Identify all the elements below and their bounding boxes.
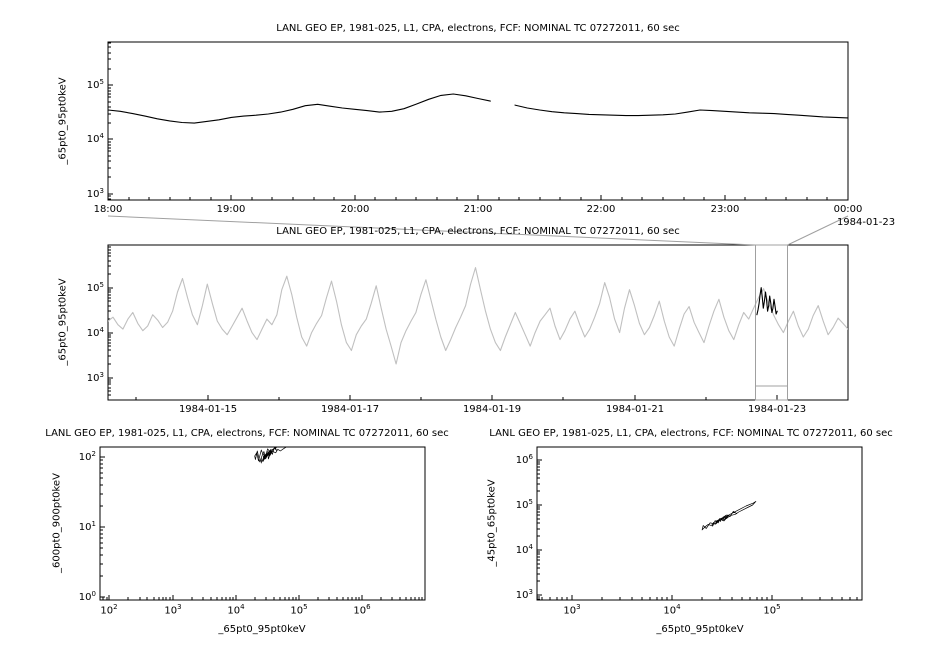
series-line (108, 267, 848, 365)
highlight-series-line (756, 287, 778, 316)
axes-and-ticks (99, 446, 426, 601)
context-date-label: 1984-01-23 (836, 217, 896, 228)
context-selection-box[interactable] (755, 244, 788, 401)
ylabel-zoom-timeseries: _65pt0_95pt0keV (57, 77, 69, 165)
title-scatter-left: LANL GEO EP, 1981-025, L1, CPA, electron… (45, 428, 449, 439)
xlabel-scatter-right: _65pt0_95pt0keV (656, 624, 744, 635)
axes-and-ticks (107, 244, 849, 401)
scatter-trace (701, 501, 757, 531)
ylabel-scatter-right: _45pt0_65pt0keV (486, 479, 498, 567)
scatter-trace (254, 447, 287, 464)
zoom-connector-right (787, 215, 849, 246)
ylabel-scatter-left: _600pt0_900pt0keV (51, 473, 63, 573)
scatter-45-65-vs-65-95-plot[interactable] (536, 446, 863, 601)
title-context-timeseries: LANL GEO EP, 1981-025, L1, CPA, electron… (276, 226, 680, 237)
xlabel-scatter-left: _65pt0_95pt0keV (218, 624, 306, 635)
scatter-600-900-vs-65-95-plot[interactable] (99, 445, 426, 601)
title-zoom-timeseries: LANL GEO EP, 1981-025, L1, CPA, electron… (276, 23, 680, 34)
title-scatter-right: LANL GEO EP, 1981-025, L1, CPA, electron… (489, 428, 893, 439)
axes-and-ticks (536, 446, 863, 601)
ylabel-context-timeseries: _65pt0_95pt0keV (57, 278, 69, 366)
series-line (108, 93, 848, 124)
context-timeseries-plot[interactable] (107, 244, 849, 401)
zoom-timeseries-plot[interactable] (107, 41, 849, 201)
zoom-connector-left (107, 215, 756, 246)
axes-and-ticks (107, 41, 849, 201)
